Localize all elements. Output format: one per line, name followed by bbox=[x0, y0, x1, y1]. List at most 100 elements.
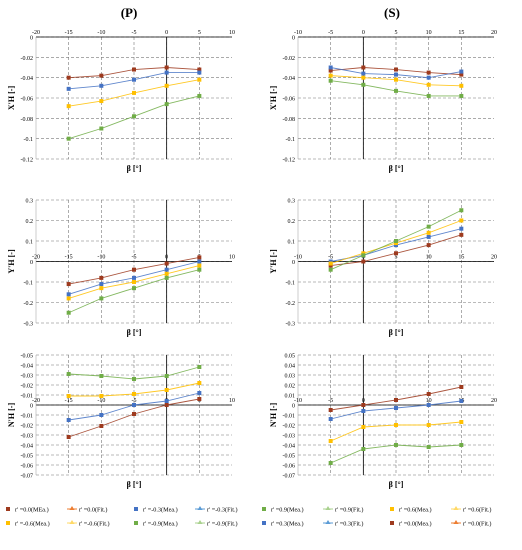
data-point bbox=[197, 70, 202, 75]
data-point bbox=[328, 408, 333, 412]
y-tick-label: -0.05 bbox=[21, 454, 34, 460]
data-point bbox=[99, 374, 104, 378]
legend-marker bbox=[134, 507, 138, 511]
chart-panel-5: 0.05 0.04 0.03 0.02 0.01 0 -0.01 -0.02 -0.03 -0.0… bbox=[269, 354, 497, 490]
y-axis-label: X'H [-] bbox=[7, 86, 16, 111]
y-tick-label: -0.3 bbox=[286, 322, 296, 328]
y-tick-label: 0 bbox=[292, 260, 295, 266]
data-point bbox=[361, 409, 366, 413]
legend-item: r' =0.9(Mea.) bbox=[262, 507, 304, 514]
y-tick-label: 0.03 bbox=[285, 374, 296, 380]
data-point bbox=[426, 423, 431, 427]
data-point bbox=[328, 263, 333, 268]
x-tick-label: -10 bbox=[97, 255, 105, 261]
y-tick-label: -0.01 bbox=[21, 414, 34, 420]
y-tick-label: -0.08 bbox=[21, 117, 34, 123]
data-point bbox=[426, 75, 431, 80]
data-point bbox=[426, 93, 431, 98]
x-tick-label: -5 bbox=[328, 30, 333, 36]
x-tick-label: 20 bbox=[491, 255, 497, 261]
data-point bbox=[197, 381, 202, 385]
data-point bbox=[394, 77, 398, 82]
data-point bbox=[426, 82, 431, 87]
data-point bbox=[197, 267, 202, 272]
data-point bbox=[66, 394, 71, 398]
data-point bbox=[164, 275, 169, 280]
data-point bbox=[459, 218, 464, 223]
data-point bbox=[132, 412, 136, 416]
x-tick-label: 5 bbox=[395, 30, 398, 36]
legend-label: r' =0.0(Fit.) bbox=[79, 507, 108, 514]
x-tick-label: -15 bbox=[65, 255, 73, 261]
legend-marker bbox=[390, 507, 394, 511]
data-point bbox=[99, 282, 104, 287]
data-point bbox=[328, 261, 333, 266]
data-point bbox=[197, 255, 202, 260]
data-point bbox=[132, 377, 136, 381]
x-tick-label: 5 bbox=[395, 255, 398, 261]
data-point bbox=[164, 267, 169, 272]
x-tick-label: -20 bbox=[32, 255, 40, 261]
y-tick-label: -0.03 bbox=[283, 434, 296, 440]
data-point bbox=[132, 114, 136, 119]
legend-item: r' =-0.3(Mea.) bbox=[134, 507, 178, 514]
data-point bbox=[66, 310, 71, 315]
data-point bbox=[164, 271, 169, 276]
data-point bbox=[459, 226, 464, 231]
y-tick-label: -0.06 bbox=[283, 464, 296, 470]
data-point bbox=[459, 420, 464, 424]
x-tick-label: 15 bbox=[458, 255, 464, 261]
y-tick-label: 0.04 bbox=[285, 364, 296, 370]
y-tick-label: 0.05 bbox=[285, 354, 296, 360]
x-tick-label: 0 bbox=[165, 255, 168, 261]
data-point bbox=[426, 392, 431, 396]
x-tick-label: -20 bbox=[32, 398, 40, 404]
legend-item: r' =-0.6(Fit.) bbox=[67, 520, 110, 528]
y-tick-label: -0.08 bbox=[283, 117, 296, 123]
y-tick-label: -0.06 bbox=[283, 97, 296, 103]
data-point bbox=[394, 423, 398, 427]
y-axis-label: X'H [-] bbox=[269, 86, 278, 111]
y-tick-label: 0.1 bbox=[26, 240, 34, 246]
legend-label: r' =0.9(Mea.) bbox=[271, 507, 304, 514]
data-point bbox=[197, 93, 202, 98]
data-point bbox=[394, 443, 398, 447]
x-axis-label: β [°] bbox=[127, 328, 142, 337]
data-point bbox=[426, 70, 431, 75]
x-tick-label: -10 bbox=[97, 398, 105, 404]
y-axis-label: Y'H [-] bbox=[7, 249, 16, 274]
x-tick-label: 0 bbox=[362, 30, 365, 36]
y-tick-label: -0.06 bbox=[21, 464, 34, 470]
data-point bbox=[66, 296, 71, 301]
data-point bbox=[328, 439, 333, 443]
legend-label: r' =-0.9(Fit.) bbox=[207, 521, 238, 528]
y-axis-label: N'H [-] bbox=[7, 403, 16, 428]
data-point bbox=[361, 82, 366, 87]
x-tick-label: 10 bbox=[426, 255, 432, 261]
legend-marker bbox=[262, 507, 266, 511]
data-point bbox=[164, 399, 169, 403]
data-point bbox=[394, 67, 398, 72]
legend-item: r' =0.9(Fit.) bbox=[323, 506, 364, 514]
data-point bbox=[361, 253, 366, 258]
y-tick-label: -0.01 bbox=[21, 394, 34, 400]
data-point bbox=[164, 83, 169, 88]
data-point bbox=[99, 275, 104, 280]
data-point bbox=[394, 88, 398, 93]
y-tick-label: -0.04 bbox=[21, 76, 34, 82]
data-point bbox=[132, 280, 136, 284]
data-point bbox=[328, 78, 333, 83]
data-point bbox=[459, 399, 464, 403]
data-point bbox=[164, 102, 169, 107]
data-point bbox=[164, 261, 169, 266]
data-point bbox=[66, 282, 71, 287]
data-point bbox=[426, 403, 431, 407]
x-tick-label: 10 bbox=[229, 255, 235, 261]
legend-label: r' =-0.6(Fit.) bbox=[79, 521, 110, 528]
data-point bbox=[394, 243, 398, 248]
y-tick-label: -0.02 bbox=[21, 56, 34, 62]
x-axis-label: β [°] bbox=[127, 480, 142, 489]
y-tick-label: 0.3 bbox=[288, 199, 296, 205]
legend: r' =0.0(MEa.) r' =0.0(Fit.) r' =-0.3(Mea.)… bbox=[6, 506, 492, 528]
